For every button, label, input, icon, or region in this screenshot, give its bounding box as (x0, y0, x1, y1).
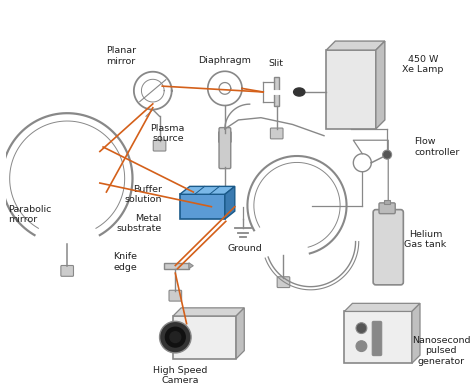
Polygon shape (326, 41, 385, 50)
FancyBboxPatch shape (219, 132, 231, 142)
Ellipse shape (293, 88, 305, 96)
Circle shape (356, 323, 367, 334)
Text: Planar
mirror: Planar mirror (106, 47, 137, 66)
FancyBboxPatch shape (372, 321, 382, 356)
FancyBboxPatch shape (219, 187, 231, 198)
FancyBboxPatch shape (384, 200, 390, 204)
FancyBboxPatch shape (164, 263, 189, 269)
Polygon shape (173, 308, 244, 316)
Text: Parabolic
mirror: Parabolic mirror (9, 205, 52, 224)
FancyBboxPatch shape (373, 210, 403, 285)
Text: 450 W
Xe Lamp: 450 W Xe Lamp (402, 54, 444, 74)
Text: Nanosecond
pulsed
generator: Nanosecond pulsed generator (412, 336, 470, 365)
Polygon shape (225, 186, 235, 219)
FancyBboxPatch shape (277, 277, 290, 288)
Polygon shape (189, 263, 193, 269)
Circle shape (383, 150, 392, 159)
FancyBboxPatch shape (344, 312, 412, 363)
Circle shape (170, 332, 181, 343)
Polygon shape (236, 308, 244, 359)
FancyBboxPatch shape (173, 316, 236, 359)
Text: Metal
substrate: Metal substrate (117, 214, 162, 233)
Polygon shape (376, 41, 385, 129)
FancyBboxPatch shape (61, 265, 73, 276)
FancyBboxPatch shape (153, 140, 166, 151)
FancyBboxPatch shape (379, 203, 395, 214)
Circle shape (356, 341, 367, 352)
FancyBboxPatch shape (274, 77, 279, 106)
FancyBboxPatch shape (270, 128, 283, 139)
Text: Plasma
source: Plasma source (150, 124, 184, 143)
Circle shape (165, 327, 185, 347)
FancyBboxPatch shape (180, 194, 225, 219)
FancyBboxPatch shape (326, 50, 376, 129)
Polygon shape (412, 303, 420, 363)
Text: Slit: Slit (269, 59, 283, 68)
Polygon shape (344, 303, 420, 312)
FancyBboxPatch shape (169, 290, 182, 301)
FancyBboxPatch shape (219, 128, 231, 169)
Text: Ground: Ground (228, 244, 263, 253)
Text: High Speed
Camera: High Speed Camera (153, 365, 207, 385)
Polygon shape (180, 186, 235, 194)
Text: Buffer
solution: Buffer solution (124, 185, 162, 204)
Text: Flow
controller: Flow controller (414, 137, 459, 157)
Text: Diaphragm: Diaphragm (199, 56, 251, 65)
Circle shape (160, 321, 191, 353)
Text: Helium
Gas tank: Helium Gas tank (404, 230, 447, 249)
Text: Knife
edge: Knife edge (113, 252, 137, 272)
